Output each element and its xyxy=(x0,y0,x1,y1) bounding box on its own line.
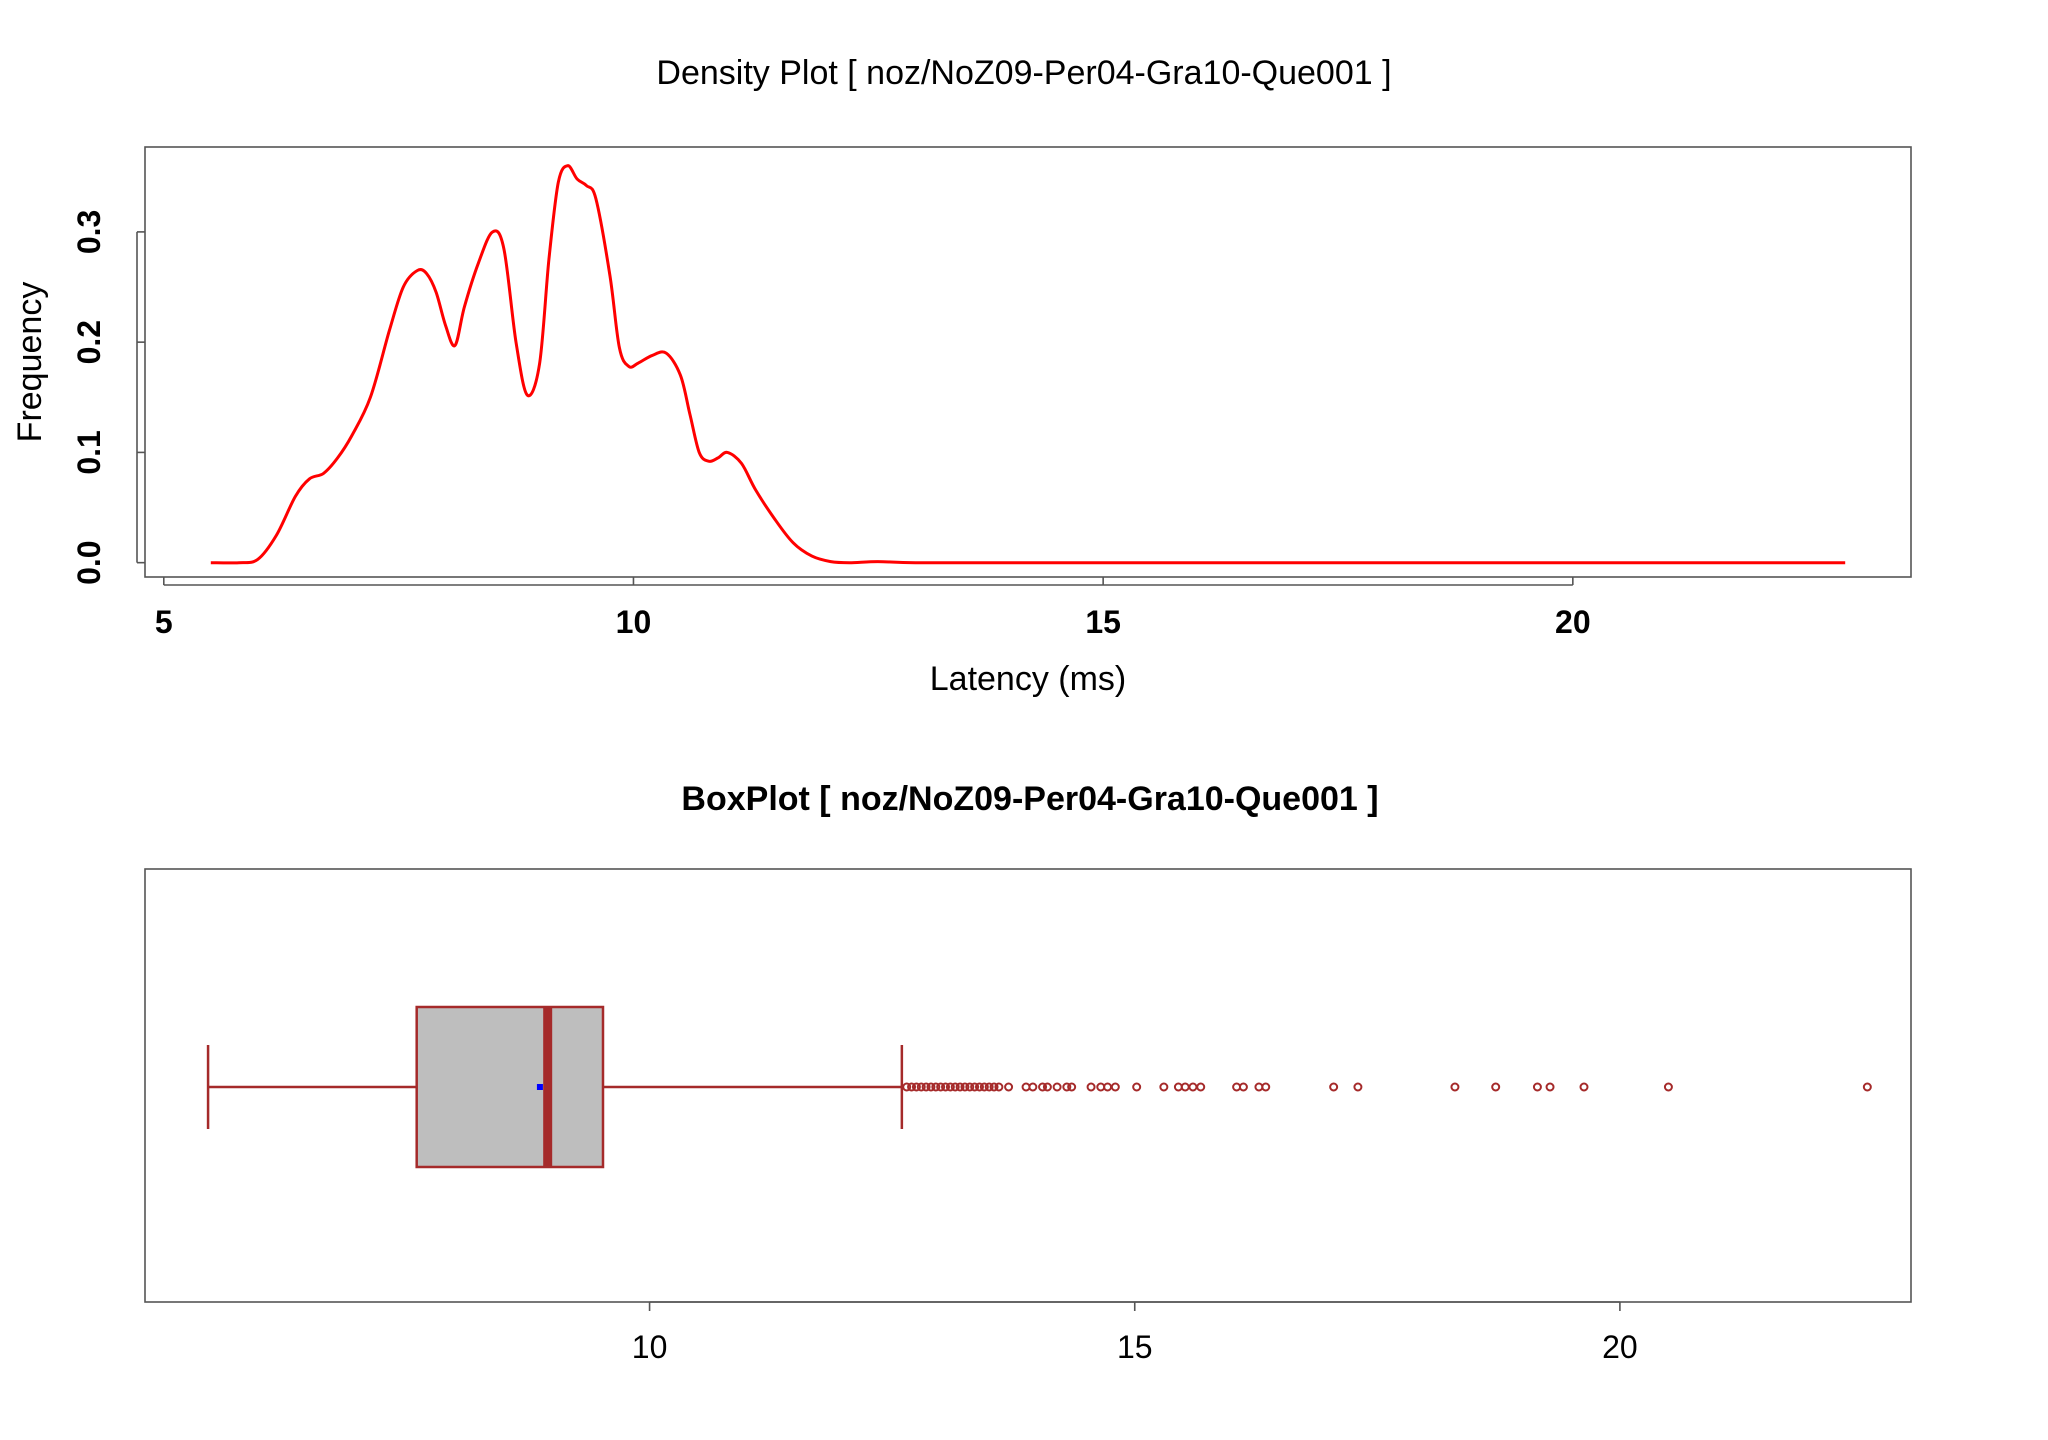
boxplot-x-tick-label: 10 xyxy=(632,1329,668,1365)
outlier-point xyxy=(936,1082,946,1092)
density-x-tick-label: 20 xyxy=(1555,604,1591,640)
outlier-point xyxy=(1188,1082,1198,1092)
outlier-point xyxy=(911,1082,921,1092)
density-y-tick-label: 0.1 xyxy=(71,430,107,474)
outlier-point xyxy=(945,1082,955,1092)
outlier-point xyxy=(955,1082,965,1092)
outlier-point xyxy=(1663,1082,1673,1092)
outlier-point xyxy=(907,1082,917,1092)
density-curve xyxy=(210,164,1846,565)
boxplot-outliers xyxy=(902,1082,1872,1092)
density-x-tick-label: 15 xyxy=(1085,604,1121,640)
density-panel: Density Plot [ noz/NoZ09-Per04-Gra10-Que… xyxy=(11,54,1912,698)
outlier-point xyxy=(941,1082,951,1092)
outlier-point xyxy=(916,1082,926,1092)
outlier-point xyxy=(1052,1082,1062,1092)
mean-marker xyxy=(536,1084,543,1090)
outlier-point xyxy=(1545,1082,1555,1092)
outlier-point xyxy=(965,1082,975,1092)
outlier-point xyxy=(1238,1082,1248,1092)
density-y-label: Frequency xyxy=(11,282,49,443)
outlier-point xyxy=(1028,1082,1038,1092)
outlier-point xyxy=(974,1082,984,1092)
outlier-point xyxy=(1159,1082,1169,1092)
outlier-point xyxy=(1532,1082,1542,1092)
iqr-box xyxy=(415,1005,605,1169)
density-x-label: Latency (ms) xyxy=(930,660,1127,698)
outlier-point xyxy=(1086,1082,1096,1092)
outlier-point xyxy=(1038,1082,1048,1092)
density-x-axis: 5 10 15 20 xyxy=(155,577,1591,640)
density-y-tick-label: 0.3 xyxy=(71,210,107,254)
outlier-point xyxy=(1196,1082,1206,1092)
outlier-point xyxy=(1042,1082,1052,1092)
outlier-point xyxy=(1579,1082,1589,1092)
outlier-point xyxy=(960,1082,970,1092)
outlier-point xyxy=(984,1082,994,1092)
outlier-point xyxy=(1110,1082,1120,1092)
density-title: Density Plot [ noz/NoZ09-Per04-Gra10-Que… xyxy=(656,54,1391,92)
outlier-point xyxy=(1062,1082,1072,1092)
outlier-point xyxy=(950,1082,960,1092)
outlier-point xyxy=(1491,1082,1501,1092)
density-y-tick-label: 0.0 xyxy=(71,540,107,584)
outlier-point xyxy=(1353,1082,1363,1092)
outlier-point xyxy=(994,1082,1004,1092)
outlier-point xyxy=(931,1082,941,1092)
outlier-point xyxy=(1862,1082,1872,1092)
boxplot-title: BoxPlot [ noz/NoZ09-Per04-Gra10-Que001 ] xyxy=(681,780,1378,818)
density-x-tick-label: 5 xyxy=(155,604,173,640)
outlier-point xyxy=(921,1082,931,1092)
outlier-point xyxy=(1450,1082,1460,1092)
outlier-point xyxy=(1004,1082,1014,1092)
outlier-point xyxy=(989,1082,999,1092)
outlier-point xyxy=(1261,1082,1271,1092)
outlier-point xyxy=(902,1082,912,1092)
outlier-point xyxy=(979,1082,989,1092)
density-plot-frame xyxy=(144,146,1912,578)
outlier-point xyxy=(970,1082,980,1092)
density-x-tick-label: 10 xyxy=(616,604,652,640)
boxplot-plot-frame xyxy=(144,868,1912,1303)
boxplot-x-tick-label: 20 xyxy=(1602,1329,1638,1365)
outlier-point xyxy=(926,1082,936,1092)
density-y-tick-label: 0.2 xyxy=(71,320,107,364)
outlier-point xyxy=(1132,1082,1142,1092)
boxplot-x-tick-label: 15 xyxy=(1117,1329,1153,1365)
outlier-point xyxy=(1329,1082,1339,1092)
outlier-point xyxy=(1067,1082,1077,1092)
boxplot-x-axis: 10 15 20 xyxy=(632,1301,1638,1365)
boxplot-elements xyxy=(206,1005,904,1169)
boxplot-panel: BoxPlot [ noz/NoZ09-Per04-Gra10-Que001 ]… xyxy=(144,780,1912,1365)
density-y-axis: 0.0 0.1 0.2 0.3 xyxy=(71,210,145,585)
